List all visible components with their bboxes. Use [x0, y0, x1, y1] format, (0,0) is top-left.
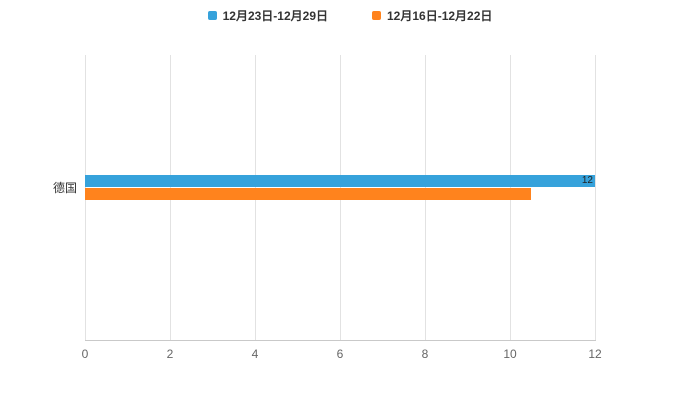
x-tick-label: 8	[421, 347, 429, 361]
x-tick-label: 4	[251, 347, 259, 361]
legend-marker-icon	[372, 11, 381, 20]
legend-label: 12月16日-12月22日	[387, 9, 493, 23]
bar-series-0	[85, 175, 595, 187]
legend-item[interactable]: 12月23日-12月29日	[207, 7, 328, 24]
x-tick-label: 2	[166, 347, 174, 361]
x-tick-label: 12	[588, 347, 602, 361]
legend-marker-icon	[207, 11, 217, 20]
legend: 12月23日-12月29日 12月16日-12月22日	[0, 7, 700, 24]
legend-label: 12月23日-12月29日	[222, 9, 328, 23]
x-axis-line	[85, 340, 596, 341]
bar-series-1	[85, 188, 532, 200]
gridline	[595, 55, 596, 340]
x-tick-label: 0	[81, 347, 89, 361]
x-tick-label: 6	[336, 347, 344, 361]
bar-value-label: 12	[581, 175, 593, 186]
plot-area: 0 2 4 6 8 10 12 德国 12	[53, 55, 602, 361]
y-category-label: 德国	[52, 180, 77, 195]
x-tick-label: 10	[503, 347, 517, 361]
legend-item[interactable]: 12月16日-12月22日	[372, 7, 492, 24]
